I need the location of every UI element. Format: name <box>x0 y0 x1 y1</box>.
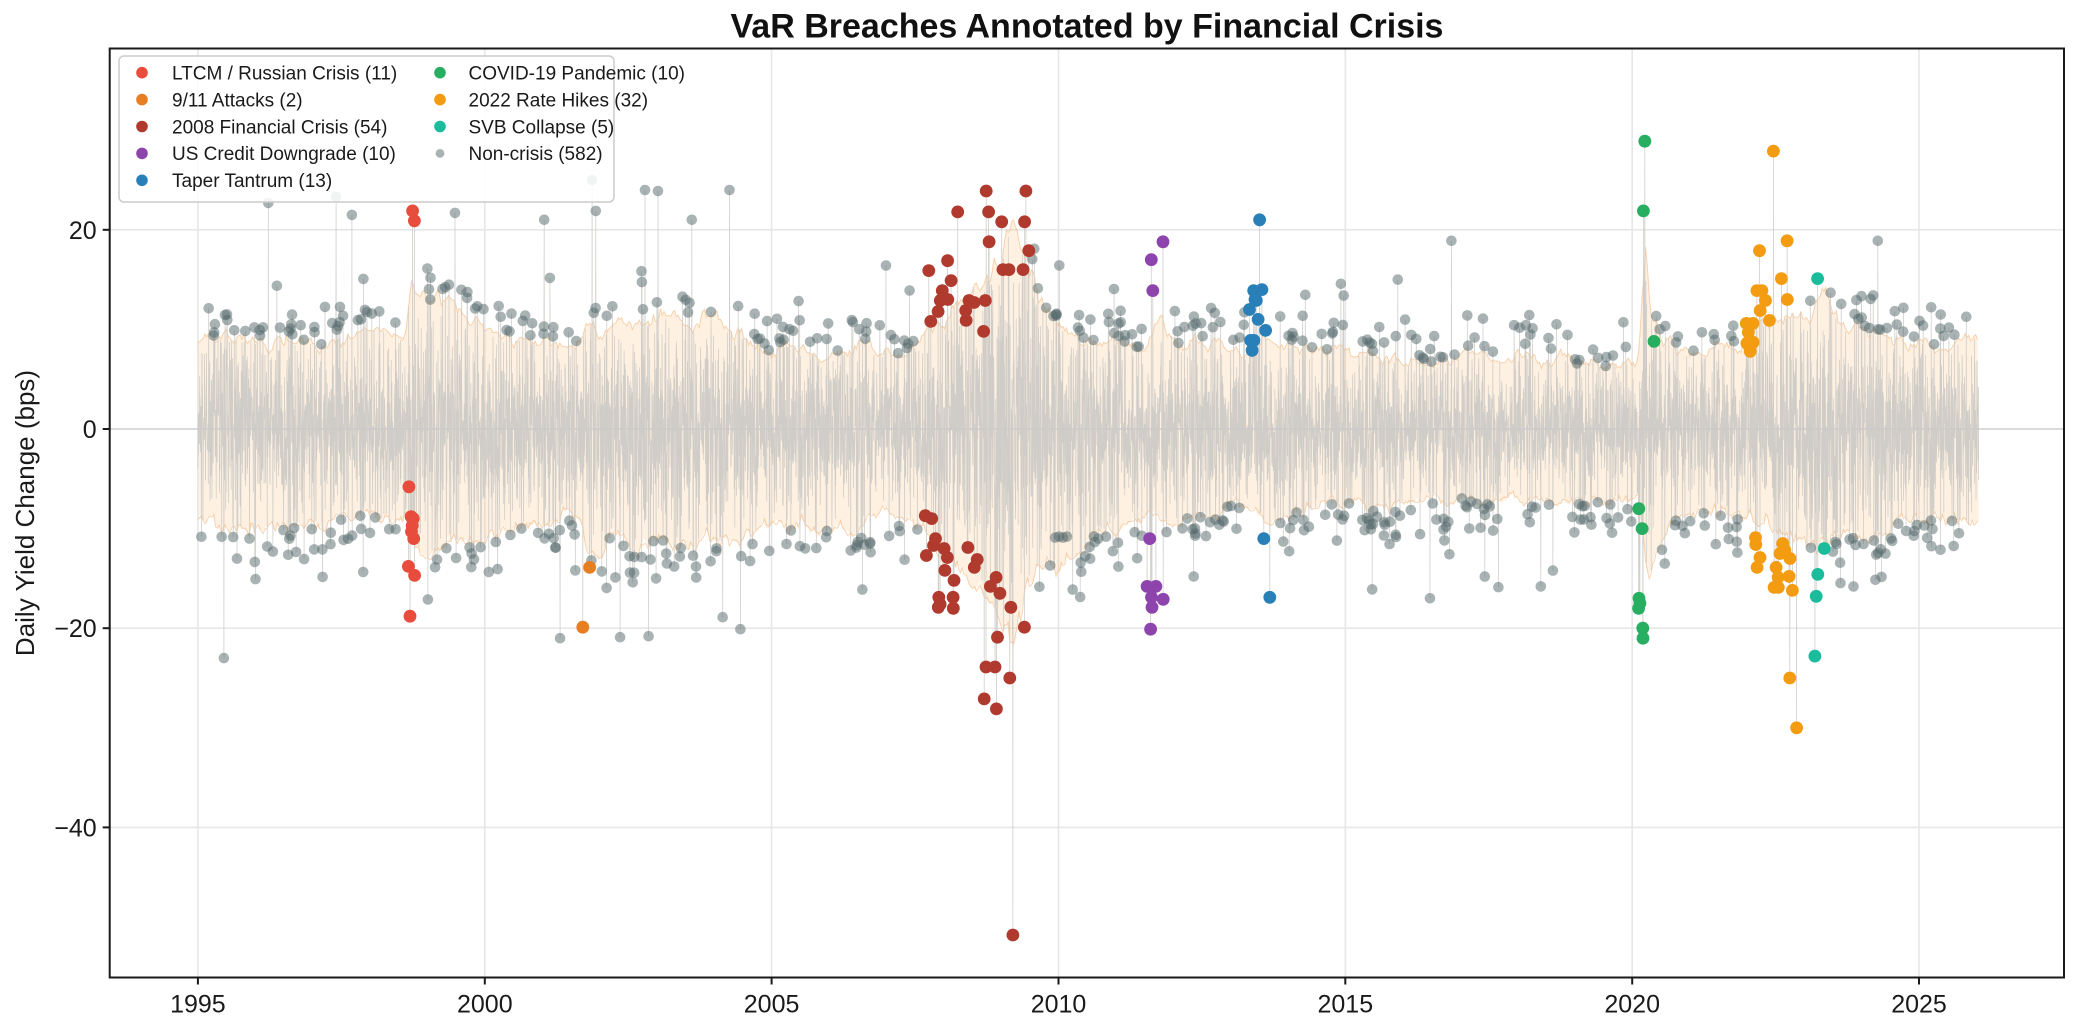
svg-text:−40: −40 <box>54 814 96 842</box>
svg-text:1995: 1995 <box>170 991 226 1019</box>
svg-text:2008 Financial Crisis (54): 2008 Financial Crisis (54) <box>172 117 387 138</box>
svg-text:LTCM / Russian Crisis (11): LTCM / Russian Crisis (11) <box>172 64 397 85</box>
svg-text:COVID-19 Pandemic (10): COVID-19 Pandemic (10) <box>469 64 685 85</box>
svg-text:9/11 Attacks (2): 9/11 Attacks (2) <box>172 90 303 111</box>
svg-text:2005: 2005 <box>744 991 800 1019</box>
svg-text:20: 20 <box>69 217 97 245</box>
svg-text:0: 0 <box>83 416 97 444</box>
svg-text:SVB Collapse (5): SVB Collapse (5) <box>469 117 615 138</box>
svg-text:2000: 2000 <box>457 991 513 1019</box>
svg-text:2020: 2020 <box>1604 991 1660 1019</box>
svg-text:VaR Breaches Annotated by Fina: VaR Breaches Annotated by Financial Cris… <box>731 8 1444 46</box>
svg-text:2022 Rate Hikes (32): 2022 Rate Hikes (32) <box>469 90 649 111</box>
svg-text:2015: 2015 <box>1317 991 1373 1019</box>
svg-text:US Credit Downgrade (10): US Credit Downgrade (10) <box>172 144 396 165</box>
svg-text:Daily Yield Change (bps): Daily Yield Change (bps) <box>10 370 40 656</box>
svg-text:2025: 2025 <box>1891 991 1947 1019</box>
svg-text:Taper Tantrum (13): Taper Tantrum (13) <box>172 171 332 192</box>
svg-text:Non-crisis (582): Non-crisis (582) <box>469 144 603 165</box>
svg-text:2010: 2010 <box>1031 991 1087 1019</box>
svg-text:−20: −20 <box>54 615 96 643</box>
